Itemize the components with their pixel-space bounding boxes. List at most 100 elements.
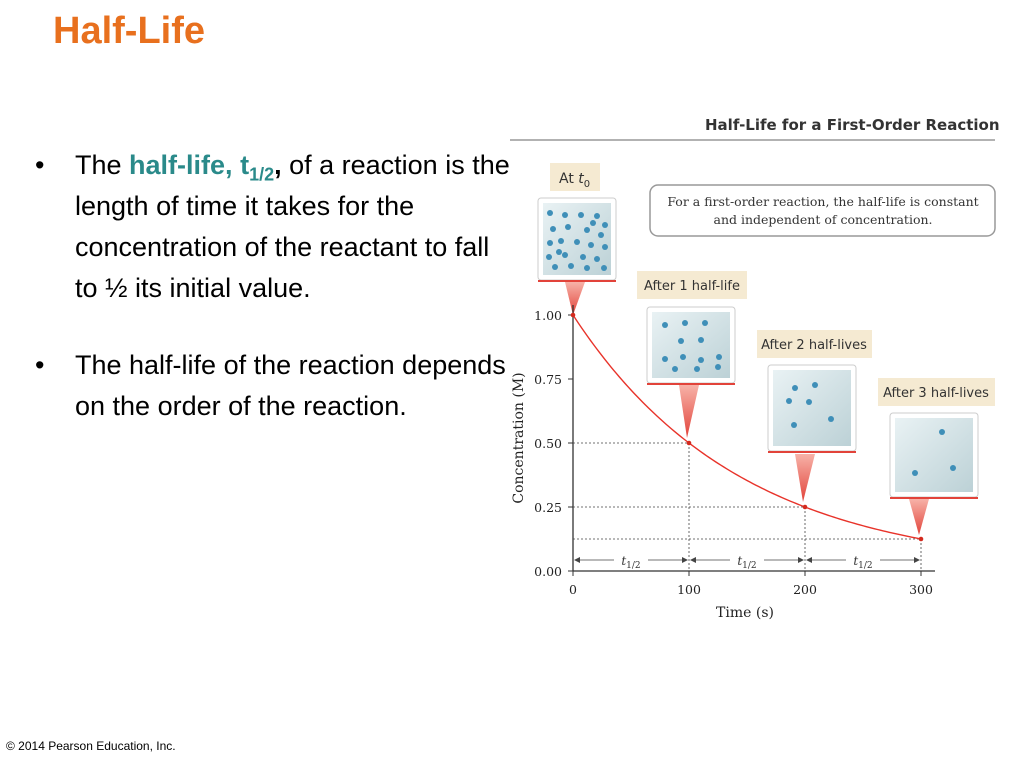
particle bbox=[950, 465, 956, 471]
half-life-figure: Half-Life for a First-Order Reaction For… bbox=[505, 105, 1000, 635]
bullet-dot: • bbox=[35, 350, 45, 380]
particle bbox=[694, 366, 700, 372]
data-point bbox=[802, 504, 808, 510]
y-tick-label: 1.00 bbox=[534, 308, 562, 323]
particle bbox=[601, 265, 607, 271]
b1-the: The bbox=[75, 150, 130, 180]
particle bbox=[574, 239, 580, 245]
b1-comma: , bbox=[225, 150, 241, 180]
particle bbox=[590, 220, 596, 226]
particle bbox=[912, 470, 918, 476]
particle bbox=[602, 222, 608, 228]
decay-curve bbox=[572, 314, 922, 540]
callout-box bbox=[649, 184, 996, 237]
particles bbox=[546, 210, 956, 476]
callout-line-2: and independent of concentration. bbox=[714, 212, 933, 227]
particle bbox=[594, 256, 600, 262]
particle bbox=[698, 357, 704, 363]
copyright-footer: © 2014 Pearson Education, Inc. bbox=[6, 739, 176, 753]
x-ticks: 0 100 200 300 bbox=[569, 571, 933, 597]
particle bbox=[594, 213, 600, 219]
y-tick-label: 0.75 bbox=[534, 372, 562, 387]
x-tick-label: 0 bbox=[569, 582, 577, 597]
x-axis-label: Time (s) bbox=[716, 605, 774, 621]
particle bbox=[602, 244, 608, 250]
interval-arrowhead bbox=[690, 557, 696, 563]
pointer-2 bbox=[795, 454, 815, 502]
bullet-dot: • bbox=[35, 150, 45, 180]
particle bbox=[578, 212, 584, 218]
particle bbox=[786, 398, 792, 404]
particle bbox=[598, 232, 604, 238]
interval-label: t1/2 bbox=[621, 554, 640, 571]
y-ticks: 0.00 0.25 0.50 0.75 1.00 bbox=[534, 308, 573, 579]
particle bbox=[550, 226, 556, 232]
particle bbox=[672, 366, 678, 372]
figure-title: Half-Life for a First-Order Reaction bbox=[705, 116, 1000, 134]
x-tick-label: 200 bbox=[793, 582, 817, 597]
data-point bbox=[570, 312, 576, 318]
particle bbox=[682, 320, 688, 326]
bullet-list: • The half-life, t1/2, of a reaction is … bbox=[30, 145, 510, 463]
particle bbox=[547, 210, 553, 216]
interval-arrowhead bbox=[806, 557, 812, 563]
particle bbox=[716, 354, 722, 360]
particle bbox=[698, 337, 704, 343]
particle bbox=[588, 242, 594, 248]
y-axis-label: Concentration (M) bbox=[511, 372, 527, 503]
particle bbox=[580, 254, 586, 260]
particle bbox=[812, 382, 818, 388]
particle bbox=[552, 264, 558, 270]
particle bbox=[584, 227, 590, 233]
axes bbox=[572, 305, 935, 572]
particle bbox=[678, 338, 684, 344]
particle bbox=[715, 364, 721, 370]
callout-line-1: For a first-order reaction, the half-lif… bbox=[667, 194, 978, 209]
pointer-t0 bbox=[565, 282, 585, 315]
x-tick-label: 100 bbox=[677, 582, 701, 597]
pointer-3 bbox=[909, 499, 929, 535]
b2-text: The half-life of the reaction depends on… bbox=[75, 350, 506, 421]
interval-label: t1/2 bbox=[853, 554, 872, 571]
data-point bbox=[918, 536, 924, 542]
y-tick-label: 0.25 bbox=[534, 500, 562, 515]
interval-arrowhead bbox=[914, 557, 920, 563]
particle bbox=[562, 212, 568, 218]
particle bbox=[828, 416, 834, 422]
interval-arrowhead bbox=[682, 557, 688, 563]
b1-comma2: , bbox=[274, 150, 282, 180]
interval-label: t1/2 bbox=[737, 554, 756, 571]
particle bbox=[556, 249, 562, 255]
half-life-chart: Half-Life for a First-Order Reaction For… bbox=[510, 116, 1000, 621]
label-t0-bg bbox=[550, 163, 600, 191]
particle bbox=[792, 385, 798, 391]
particle bbox=[702, 320, 708, 326]
sample-box-2 bbox=[767, 364, 857, 502]
particle bbox=[558, 238, 564, 244]
x-tick-label: 300 bbox=[909, 582, 933, 597]
particle bbox=[562, 252, 568, 258]
label-after-2-half-lives: After 2 half-lives bbox=[761, 338, 867, 353]
pointer-1 bbox=[679, 385, 699, 438]
b1-rest: of a reaction is the length of time it t… bbox=[75, 150, 510, 303]
label-after-1-half-life: After 1 half-life bbox=[644, 279, 740, 294]
data-points bbox=[570, 312, 924, 542]
sample-box-3 bbox=[889, 412, 979, 535]
data-point bbox=[686, 440, 692, 446]
particle bbox=[565, 224, 571, 230]
particle bbox=[662, 322, 668, 328]
t-half-symbol: t1/2 bbox=[240, 150, 275, 185]
guide-lines bbox=[573, 442, 922, 571]
particle bbox=[547, 240, 553, 246]
label-after-3-half-lives: After 3 half-lives bbox=[883, 386, 989, 401]
y-tick-label: 0.50 bbox=[534, 436, 562, 451]
half-life-keyword: half-life bbox=[129, 150, 226, 180]
bullet-order-dependence: • The half-life of the reaction depends … bbox=[30, 345, 510, 427]
particle bbox=[806, 399, 812, 405]
particle bbox=[791, 422, 797, 428]
particle bbox=[662, 356, 668, 362]
y-tick-label: 0.00 bbox=[534, 564, 562, 579]
interval-arrowhead bbox=[798, 557, 804, 563]
label-2-bg bbox=[757, 330, 872, 358]
bullet-half-life-definition: • The half-life, t1/2, of a reaction is … bbox=[30, 145, 510, 309]
